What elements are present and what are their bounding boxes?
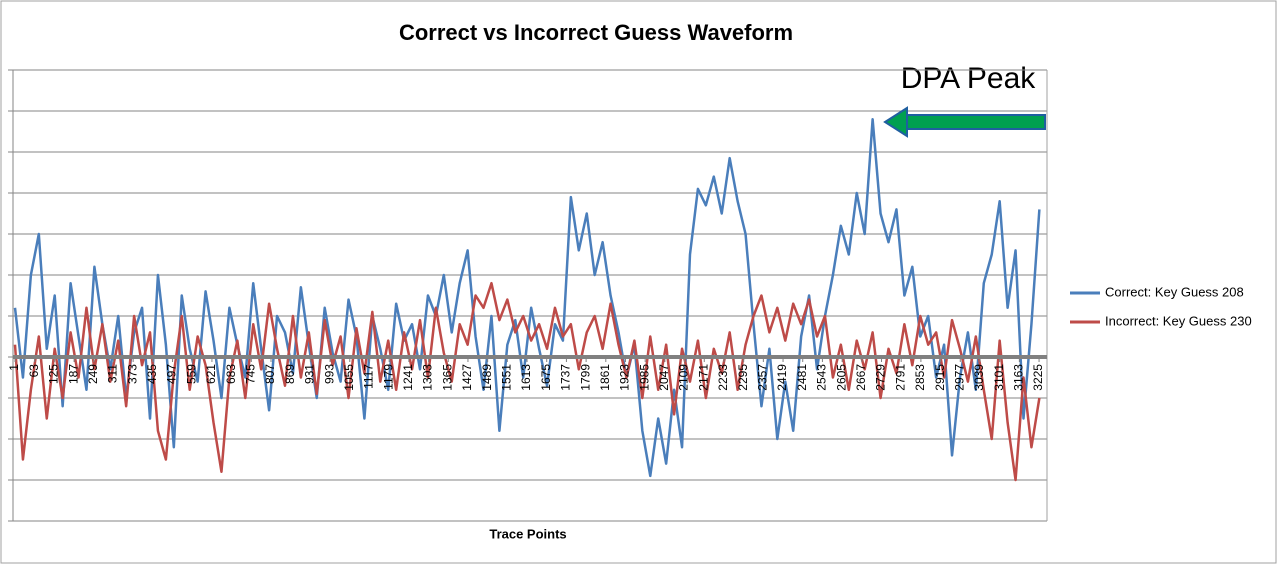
arrow-shaft bbox=[904, 114, 1046, 130]
x-tick-label: 1985 bbox=[637, 364, 651, 391]
x-tick-label: 125 bbox=[47, 364, 61, 384]
x-tick-label: 373 bbox=[125, 364, 139, 384]
x-tick-label: 1799 bbox=[578, 364, 592, 391]
x-tick-label: 1923 bbox=[618, 364, 632, 391]
x-tick-label: 2357 bbox=[756, 364, 770, 391]
annotation-arrow bbox=[883, 106, 1046, 138]
x-tick-label: 187 bbox=[66, 364, 80, 384]
x-tick-label: 931 bbox=[303, 364, 317, 384]
x-tick-label: 1365 bbox=[440, 364, 454, 391]
x-tick-label: 2109 bbox=[677, 364, 691, 391]
x-tick-label: 2729 bbox=[874, 364, 888, 391]
x-tick-label: 2295 bbox=[736, 364, 750, 391]
x-tick-label: 2233 bbox=[716, 364, 730, 391]
annotation: DPA Peak bbox=[901, 62, 1037, 95]
legend: Correct: Key Guess 208 Incorrect: Key Gue… bbox=[1070, 284, 1252, 328]
x-tick-label: 311 bbox=[106, 364, 120, 383]
x-tick-label: 745 bbox=[243, 364, 257, 384]
x-tick-label: 2791 bbox=[893, 364, 907, 391]
x-tick-label: 2853 bbox=[913, 364, 927, 391]
x-tick-label: 2667 bbox=[854, 364, 868, 391]
legend-label: Incorrect: Key Guess 230 bbox=[1105, 313, 1252, 328]
x-tick-label: 621 bbox=[204, 364, 218, 384]
x-tick-label: 1241 bbox=[401, 364, 415, 391]
x-tick-label: 2481 bbox=[795, 364, 809, 391]
x-tick-label: 1737 bbox=[559, 364, 573, 391]
x-tick-label: 2977 bbox=[952, 364, 966, 391]
chart-title: Correct vs Incorrect Guess Waveform bbox=[399, 20, 793, 45]
arrow-head bbox=[883, 106, 908, 138]
series-line bbox=[13, 117, 1041, 478]
plot-area: 1 63 125 187 249 311 373 435 497 559 621 683 745 807 8… bbox=[7, 69, 1048, 522]
x-tick-label: 1613 bbox=[519, 364, 533, 391]
series-line bbox=[13, 281, 1041, 482]
x-tick-label: 2915 bbox=[933, 364, 947, 391]
x-tick-label: 3039 bbox=[972, 364, 986, 391]
x-tick-label: 497 bbox=[165, 364, 179, 384]
x-tick-label: 1117 bbox=[362, 364, 376, 389]
x-tick-label: 2605 bbox=[834, 364, 848, 391]
x-tick-label: 559 bbox=[184, 364, 198, 384]
x-tick-label: 435 bbox=[145, 364, 159, 384]
x-tick-label: 1675 bbox=[539, 364, 553, 391]
x-tick-label: 1551 bbox=[500, 364, 514, 391]
x-tick-label: 1179 bbox=[381, 364, 395, 390]
x-tick-label: 3101 bbox=[992, 364, 1006, 391]
x-tick-label: 869 bbox=[283, 364, 297, 384]
x-tick-label: 1427 bbox=[460, 364, 474, 391]
x-tick-label: 3225 bbox=[1031, 364, 1045, 391]
x-tick-label: 1 bbox=[7, 364, 21, 371]
x-tick-label: 1489 bbox=[480, 364, 494, 391]
x-tick-label: 2047 bbox=[657, 364, 671, 391]
x-tick-label: 63 bbox=[27, 364, 41, 378]
x-tick-label: 1861 bbox=[598, 364, 612, 391]
legend-label: Correct: Key Guess 208 bbox=[1105, 284, 1244, 299]
x-tick-label: 807 bbox=[263, 364, 277, 384]
x-tick-label: 2171 bbox=[696, 364, 710, 391]
x-tick-label: 249 bbox=[86, 364, 100, 384]
x-tick-label: 3163 bbox=[1012, 364, 1026, 391]
x-tick-label: 2419 bbox=[775, 364, 789, 391]
x-axis-title: Trace Points bbox=[489, 526, 566, 541]
x-tick-label: 993 bbox=[322, 364, 336, 384]
x-tick-label: 1055 bbox=[342, 364, 356, 391]
x-tick-label: 683 bbox=[224, 364, 238, 384]
x-tick-label: 1303 bbox=[421, 364, 435, 391]
x-tick-label: 2543 bbox=[815, 364, 829, 391]
